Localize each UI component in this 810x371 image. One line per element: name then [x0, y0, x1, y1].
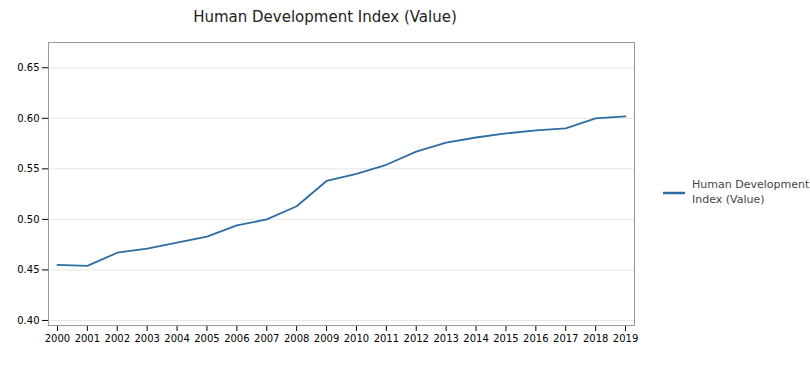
- svg-text:2019: 2019: [613, 333, 638, 344]
- svg-text:2000: 2000: [45, 333, 70, 344]
- svg-text:0.45: 0.45: [17, 264, 39, 275]
- svg-text:2009: 2009: [314, 333, 339, 344]
- svg-text:2012: 2012: [404, 333, 429, 344]
- svg-text:0.60: 0.60: [17, 113, 39, 124]
- svg-text:2005: 2005: [194, 333, 219, 344]
- svg-text:0.40: 0.40: [17, 315, 39, 326]
- svg-text:2011: 2011: [374, 333, 399, 344]
- svg-text:2013: 2013: [433, 333, 458, 344]
- svg-text:2008: 2008: [284, 333, 309, 344]
- svg-text:2015: 2015: [493, 333, 518, 344]
- svg-text:2003: 2003: [134, 333, 159, 344]
- svg-text:2004: 2004: [164, 333, 189, 344]
- svg-text:0.55: 0.55: [17, 163, 39, 174]
- svg-text:2007: 2007: [254, 333, 279, 344]
- svg-text:2016: 2016: [523, 333, 548, 344]
- svg-text:2018: 2018: [583, 333, 608, 344]
- svg-text:0.50: 0.50: [17, 214, 39, 225]
- svg-text:2006: 2006: [224, 333, 249, 344]
- html-text:Human Development Index (Value: Human Development Index (Value): [193, 8, 457, 26]
- svg-text:2002: 2002: [105, 333, 130, 344]
- html-text:Human Development Index (Value: Human Development Index (Value): [692, 178, 810, 206]
- svg-text:2014: 2014: [463, 333, 488, 344]
- svg-text:0.65: 0.65: [17, 62, 39, 73]
- svg-text:2010: 2010: [344, 333, 369, 344]
- svg-text:2001: 2001: [75, 333, 100, 344]
- svg-text:2017: 2017: [553, 333, 578, 344]
